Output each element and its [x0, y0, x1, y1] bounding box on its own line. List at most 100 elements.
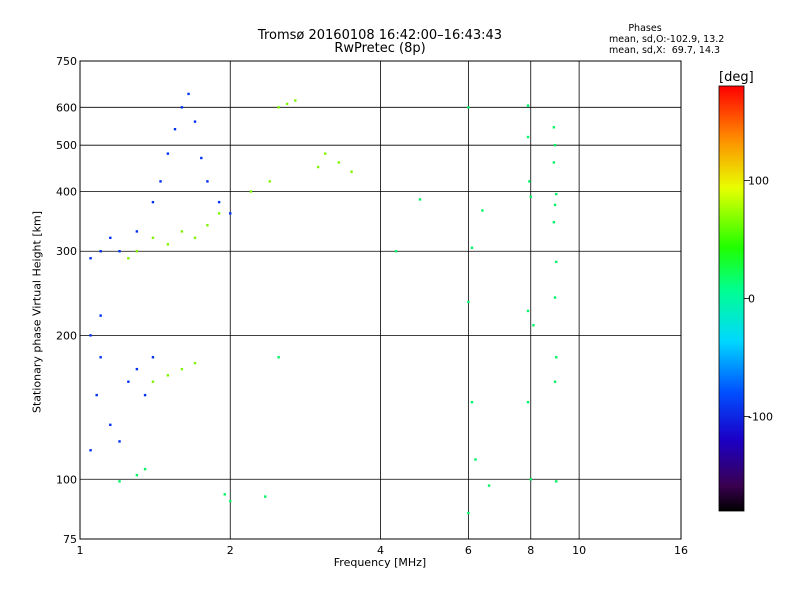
data-point	[229, 212, 232, 215]
data-point	[229, 499, 232, 503]
data-point	[285, 102, 289, 106]
x-tick-labels: 1 2 4 6 8 10 16	[77, 544, 689, 557]
data-point	[526, 135, 530, 139]
data-point	[481, 209, 484, 212]
data-point	[127, 257, 130, 260]
y-tick-label: 600	[56, 101, 77, 114]
data-point	[166, 152, 170, 155]
data-point	[555, 356, 558, 359]
data-point	[553, 203, 557, 207]
data-point	[294, 99, 297, 102]
data-point	[89, 334, 92, 337]
y-tick-label: 400	[56, 185, 77, 198]
data-point	[487, 484, 491, 487]
data-point	[552, 221, 556, 224]
data-point	[526, 104, 530, 107]
data-point	[151, 236, 155, 240]
data-point	[552, 161, 556, 164]
data-point	[264, 495, 267, 498]
y-tick-label: 75	[63, 533, 77, 546]
data-point	[555, 480, 558, 483]
data-point	[180, 367, 184, 371]
data-point	[324, 152, 327, 155]
data-point	[529, 478, 532, 481]
y-tick-label: 200	[56, 329, 77, 342]
data-point	[187, 92, 190, 96]
data-point	[418, 198, 422, 201]
data-point	[532, 324, 535, 327]
data-point	[135, 473, 139, 477]
data-point	[553, 380, 557, 383]
x-tick-label: 10	[572, 544, 586, 557]
y-tick-labels: 75 100 200 300 400 500 600 750	[56, 55, 77, 546]
phase-x-stats: mean, sd,X: 69.7, 14.3	[609, 45, 721, 56]
data-point	[394, 250, 398, 253]
plot-frame	[79, 60, 682, 540]
data-point	[99, 314, 102, 317]
colorbar-ticks: 100 0 -100	[744, 174, 773, 424]
data-point	[223, 493, 226, 496]
y-tick-label: 750	[56, 55, 77, 68]
data-point	[118, 480, 121, 483]
data-point	[166, 243, 170, 246]
data-point	[528, 180, 531, 183]
data-point	[200, 156, 203, 160]
data-point	[135, 230, 139, 233]
data-point	[277, 356, 280, 359]
data-point	[337, 161, 341, 164]
data-point	[526, 309, 530, 313]
data-point	[127, 380, 130, 383]
data-point	[151, 200, 155, 204]
data-point	[143, 393, 147, 397]
x-tick-label: 16	[674, 544, 688, 557]
x-axis-label: Frequency [MHz]	[333, 556, 427, 569]
data-point	[89, 449, 92, 452]
phases-title: Phases	[628, 23, 662, 34]
colorbar	[718, 85, 745, 512]
data-point	[555, 192, 558, 196]
data-point	[467, 106, 470, 109]
x-tick-label: 6	[465, 544, 472, 557]
grid-lines	[80, 61, 681, 539]
colorbar-tick-label: -100	[748, 411, 773, 424]
data-point	[99, 250, 102, 253]
y-tick-label: 100	[56, 473, 77, 486]
data-point	[206, 180, 209, 183]
y-axis-label: Stationary phase Virtual Height [km]	[30, 210, 44, 414]
phase-o-stats: mean, sd,O:-102.9, 13.2	[609, 34, 725, 45]
data-point	[316, 165, 320, 169]
data-point	[89, 257, 92, 260]
data-point	[109, 423, 112, 427]
chart-title: Tromsø 20160108 16:42:00–16:43:43	[257, 28, 503, 43]
x-tick-label: 2	[227, 544, 234, 557]
data-point	[95, 393, 98, 397]
colorbar-tick-label: 100	[748, 174, 769, 187]
data-point	[143, 467, 147, 471]
data-point	[206, 224, 209, 227]
data-point	[159, 180, 162, 183]
data-point	[217, 212, 221, 215]
data-point	[173, 127, 177, 131]
data-point	[180, 230, 184, 233]
data-point	[268, 180, 271, 183]
data-point	[470, 246, 474, 249]
data-point	[135, 250, 139, 253]
x-tick-label: 4	[377, 544, 384, 557]
data-point	[249, 190, 253, 193]
data-point	[135, 367, 139, 371]
data-point	[180, 106, 184, 109]
data-point	[467, 511, 470, 515]
colorbar-label: [deg]	[719, 70, 754, 85]
data-points	[89, 92, 558, 515]
data-point	[470, 400, 474, 404]
y-tick-label: 300	[56, 245, 77, 258]
data-point	[555, 260, 558, 264]
data-point	[118, 250, 121, 253]
data-point	[277, 106, 280, 109]
data-point	[151, 380, 155, 383]
y-tick-label: 500	[56, 139, 77, 152]
data-point	[193, 120, 197, 123]
data-point	[217, 200, 221, 204]
data-point	[552, 126, 556, 129]
